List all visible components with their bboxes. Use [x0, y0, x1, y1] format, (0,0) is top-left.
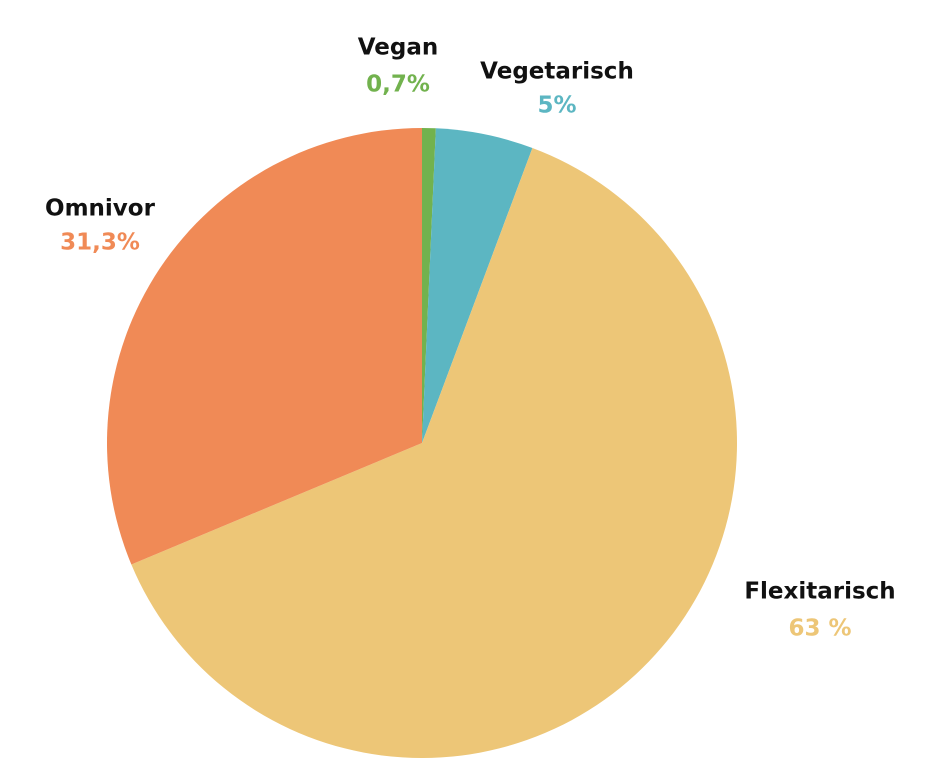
pie-slice	[422, 128, 533, 443]
slice-label: Flexitarisch	[744, 579, 895, 605]
value-label: 0,7%	[366, 72, 430, 98]
pie-slice	[107, 128, 422, 565]
value-label: 31,3%	[60, 230, 140, 256]
value-label: 5%	[537, 93, 576, 119]
slice-label: Omnivor	[45, 196, 156, 222]
slice-label: Vegan	[358, 35, 439, 61]
slice-label: Vegetarisch	[480, 59, 634, 85]
pie-slice	[422, 128, 436, 443]
pie-slice	[131, 147, 737, 759]
value-label: 63 %	[788, 616, 851, 642]
